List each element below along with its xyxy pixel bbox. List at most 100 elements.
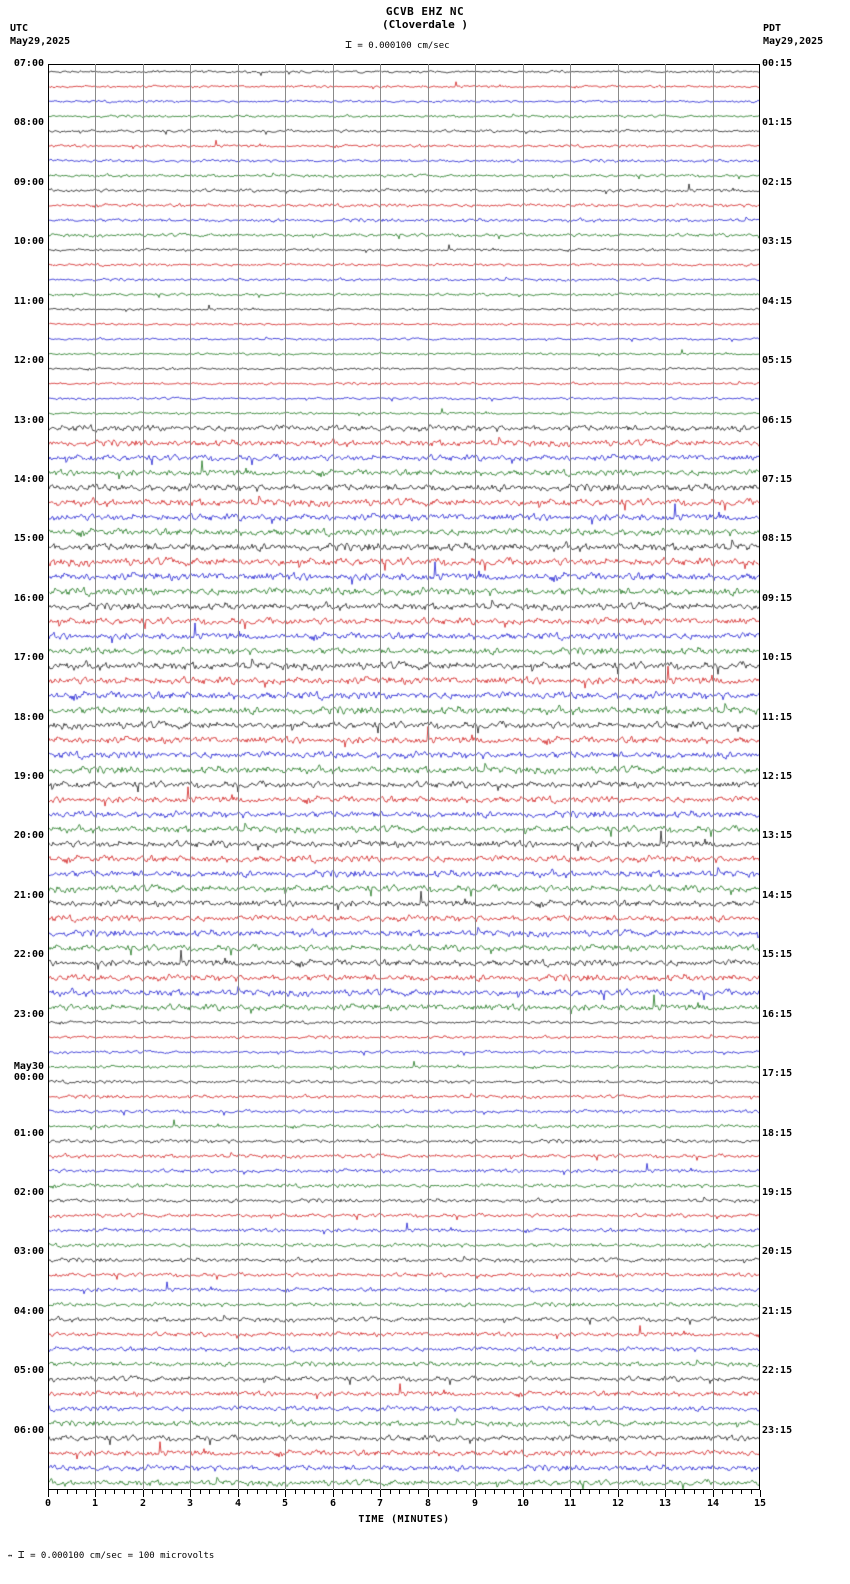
left-time-label: 10:00 (13, 236, 44, 248)
gridline-minute-13 (665, 64, 666, 1490)
left-time-label: 14:00 (13, 473, 44, 485)
gridline-minute-8 (428, 64, 429, 1490)
left-time-label: 15:00 (13, 533, 44, 545)
gridline-minute-4 (238, 64, 239, 1490)
x-minor-tick (608, 1490, 609, 1494)
x-minor-tick (162, 1490, 163, 1494)
x-minor-tick (323, 1490, 324, 1494)
x-minor-tick (418, 1490, 419, 1494)
left-time-label: 20:00 (13, 830, 44, 842)
left-time-label: 21:00 (13, 889, 44, 901)
gridline-minute-10 (523, 64, 524, 1490)
x-minor-tick (561, 1490, 562, 1494)
x-tick-label: 7 (376, 1498, 384, 1509)
x-tick-label: 6 (329, 1498, 337, 1509)
right-time-label: 11:15 (762, 711, 793, 723)
x-tick (713, 1490, 714, 1497)
right-time-label: 22:15 (762, 1365, 793, 1377)
x-tick-label: 0 (44, 1498, 52, 1509)
right-time-label: 08:15 (762, 533, 793, 545)
x-minor-tick (437, 1490, 438, 1494)
helicorder-plot (48, 64, 760, 1490)
right-time-label: 06:15 (762, 414, 793, 426)
footer-label: = 0.000100 cm/sec = 100 microvolts (30, 1551, 215, 1561)
right-time-label: 19:15 (762, 1186, 793, 1198)
right-time-label: 07:15 (762, 473, 793, 485)
left-date: May29,2025 (10, 36, 71, 47)
x-tick-label: 1 (91, 1498, 99, 1509)
scale-indicator: ⌶ = 0.000100 cm/sec (345, 38, 450, 51)
gridline-minute-9 (475, 64, 476, 1490)
right-time-label: 20:15 (762, 1246, 793, 1258)
left-time-label: 11:00 (13, 295, 44, 307)
x-tick-label: 5 (281, 1498, 289, 1509)
x-minor-tick (181, 1490, 182, 1494)
x-minor-tick (627, 1490, 628, 1494)
x-minor-tick (447, 1490, 448, 1494)
right-time-label: 14:15 (762, 889, 793, 901)
x-minor-tick (171, 1490, 172, 1494)
gridline-minute-2 (143, 64, 144, 1490)
x-tick-label: 15 (753, 1498, 767, 1509)
x-minor-tick (67, 1490, 68, 1494)
right-time-label: 09:15 (762, 592, 793, 604)
x-minor-tick (409, 1490, 410, 1494)
left-time-label: 16:00 (13, 592, 44, 604)
x-minor-tick (456, 1490, 457, 1494)
left-time-label: May30 00:00 (13, 1061, 44, 1084)
right-time-label: 12:15 (762, 771, 793, 782)
x-minor-tick (76, 1490, 77, 1494)
x-minor-tick (152, 1490, 153, 1494)
left-time-label: 02:00 (13, 1186, 44, 1198)
x-tick (475, 1490, 476, 1497)
right-time-label: 10:15 (762, 652, 793, 664)
x-minor-tick (485, 1490, 486, 1494)
x-tick (380, 1490, 381, 1497)
x-tick (523, 1490, 524, 1497)
x-minor-tick (684, 1490, 685, 1494)
right-time-label: 00:15 (762, 58, 793, 69)
left-time-label: 01:00 (13, 1127, 44, 1139)
x-minor-tick (513, 1490, 514, 1494)
x-minor-tick (637, 1490, 638, 1494)
x-minor-tick (542, 1490, 543, 1494)
x-tick (95, 1490, 96, 1497)
footer-mark-icon: ↔ (8, 1551, 13, 1560)
trace-canvas (48, 64, 760, 1490)
x-tick (190, 1490, 191, 1497)
x-minor-tick (247, 1490, 248, 1494)
scale-label: = 0.000100 cm/sec (357, 41, 450, 51)
left-time-label: 05:00 (13, 1365, 44, 1377)
x-axis: 0 1 2 3 4 5 6 7 8 9 10 11 12 13 14 15 TIME (MINUTES) (45, 1490, 766, 1530)
x-tick (665, 1490, 666, 1497)
x-tick-label: 11 (563, 1498, 577, 1509)
x-minor-tick (342, 1490, 343, 1494)
x-minor-tick (532, 1490, 533, 1494)
x-minor-tick (124, 1490, 125, 1494)
plot-frame-left (48, 64, 49, 1490)
right-timezone: PDT (763, 23, 782, 34)
x-minor-tick (276, 1490, 277, 1494)
x-tick-label: 12 (611, 1498, 625, 1509)
footer-note: ↔ ⌶ = 0.000100 cm/sec = 100 microvolts (8, 1548, 214, 1561)
x-minor-tick (371, 1490, 372, 1494)
x-tick (428, 1490, 429, 1497)
left-time-label: 04:00 (13, 1305, 44, 1317)
x-tick (333, 1490, 334, 1497)
x-tick (570, 1490, 571, 1497)
x-minor-tick (466, 1490, 467, 1494)
gridline-minute-12 (618, 64, 619, 1490)
x-minor-tick (694, 1490, 695, 1494)
station-subtitle: (Cloverdale ) (381, 18, 469, 31)
x-minor-tick (133, 1490, 134, 1494)
x-tick (760, 1490, 761, 1497)
x-minor-tick (703, 1490, 704, 1494)
gridline-minute-5 (285, 64, 286, 1490)
x-tick-label: 2 (139, 1498, 147, 1509)
gridline-minute-1 (95, 64, 96, 1490)
gridline-minute-7 (380, 64, 381, 1490)
x-tick (48, 1490, 49, 1497)
left-time-label: 12:00 (13, 355, 44, 367)
right-time-label: 23:15 (762, 1424, 793, 1436)
x-minor-tick (266, 1490, 267, 1494)
